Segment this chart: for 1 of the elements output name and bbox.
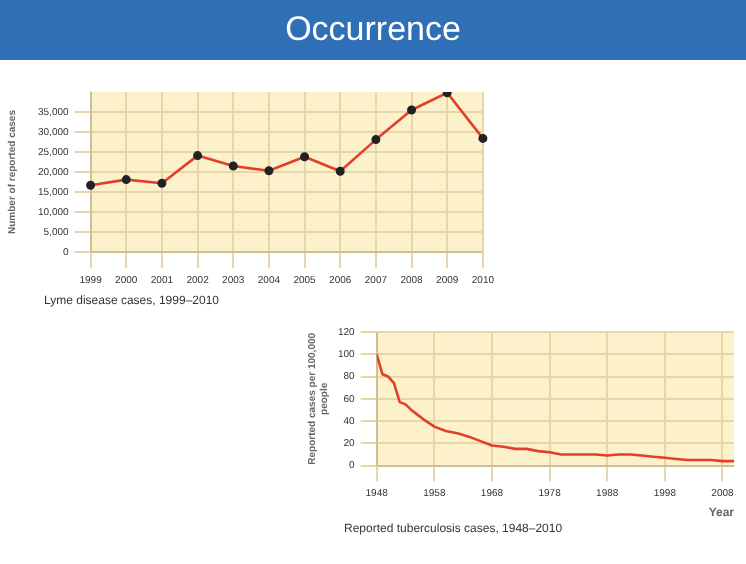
chart-title: Occurrence — [0, 0, 746, 60]
